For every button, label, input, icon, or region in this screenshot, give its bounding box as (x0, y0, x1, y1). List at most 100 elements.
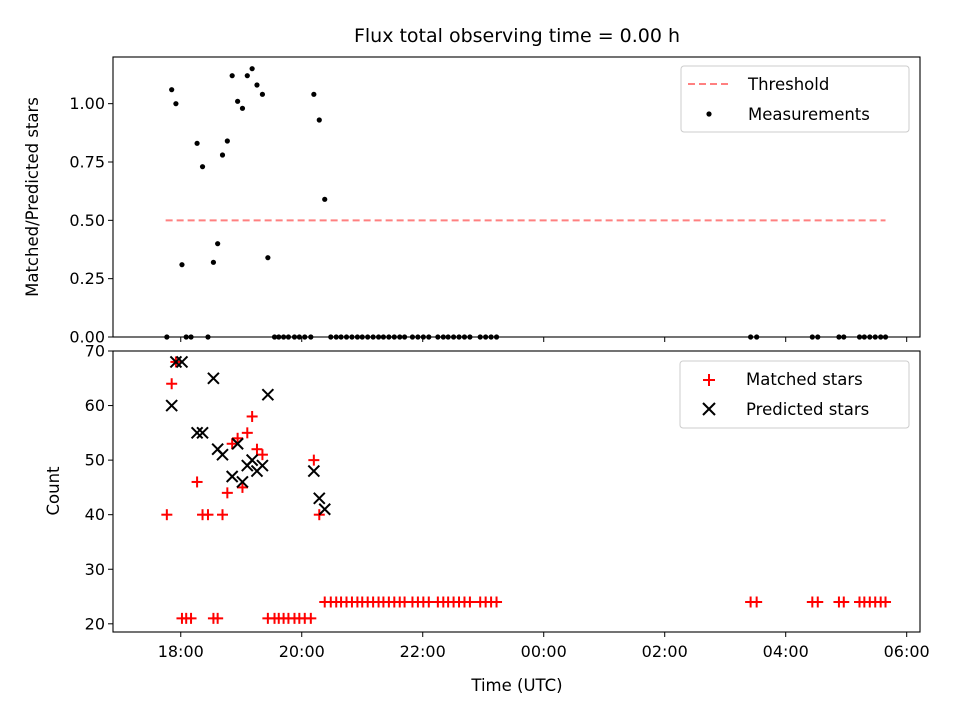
x-tick-label: 00:00 (521, 642, 567, 661)
matched-stars-point (246, 410, 258, 422)
predicted-stars-point (245, 453, 259, 467)
measurements-point (748, 334, 754, 340)
panel-count-ytick-label: 40 (85, 505, 105, 524)
measurements-point (249, 66, 255, 72)
matched-stars-point (166, 378, 178, 390)
matched-stars-point (838, 596, 850, 608)
measurements-point (205, 334, 211, 340)
measurements-point (239, 105, 246, 111)
measurements-point (375, 334, 382, 340)
predicted-stars-point (313, 492, 326, 505)
matched-stars-point (191, 476, 203, 488)
panel-count: 20 30 40 50 60 70 18:00 20:00 22:00 00:00 02:00 04:… (44, 342, 930, 696)
legend-measurements-label: Measurements (748, 105, 870, 124)
matched-stars-point (491, 596, 503, 608)
panel-count-ytick-label: 20 (85, 614, 105, 633)
panel-ratio-frame (112, 56, 921, 338)
measurements-point (316, 117, 322, 123)
measurements-point (435, 334, 441, 340)
measurements-point (815, 334, 821, 340)
measurements-point (338, 334, 344, 340)
predicted-stars-point (196, 426, 209, 440)
predicted-stars-point (207, 372, 220, 385)
measurements-point (199, 164, 206, 170)
panel-ratio-legend-box (680, 65, 910, 133)
predicted-stars-point (165, 399, 178, 412)
panel-ratio: 0.00 0.25 0.50 0.75 1.00 Matched/Predicted s… (23, 56, 921, 347)
predicted-stars-point (261, 388, 275, 401)
matched-stars-point (880, 596, 892, 608)
panel-count-ytick-label: 30 (85, 560, 105, 579)
predicted-stars-point (225, 470, 239, 483)
matched-stars-point (221, 487, 233, 499)
panel-count-ytick-label: 50 (85, 451, 105, 470)
measurements-point (426, 334, 432, 340)
measurements-point (401, 334, 408, 340)
panel-count-ytick-label: 60 (85, 396, 105, 415)
measurements-point (754, 334, 760, 340)
predicted-stars-point (231, 437, 244, 450)
measurements-point (359, 334, 365, 340)
predicted-stars-point (190, 426, 204, 440)
measurements-point (333, 334, 339, 340)
measurements-point (354, 334, 360, 340)
measurements-point (308, 334, 314, 340)
measurements-point (409, 334, 416, 340)
measurements-point (254, 82, 260, 88)
x-tick-label: 20:00 (279, 642, 325, 661)
legend-matched-label: Matched stars (746, 370, 863, 389)
measurements-point (878, 334, 884, 340)
legend-matched-swatch (703, 374, 715, 386)
measurements-point (311, 91, 317, 97)
panel-ratio-ylabel: Matched/Predicted stars (23, 97, 42, 297)
measurements-point (259, 91, 266, 97)
measurements-point (328, 334, 334, 340)
measurements-point (188, 334, 194, 340)
matched-stars-point (212, 612, 224, 624)
measurements-point (461, 334, 468, 340)
panel-count-ytick-label: 70 (85, 342, 105, 361)
matched-stars-point (202, 509, 214, 521)
measurements-point (322, 196, 328, 202)
measurements-point (349, 334, 355, 340)
matched-stars-point (751, 596, 763, 608)
measurements-point (365, 334, 371, 340)
measurements-point (445, 334, 451, 340)
measurements-point (386, 334, 392, 340)
measurements-point (415, 334, 421, 340)
predicted-stars-point (175, 355, 189, 369)
measurements-point (173, 101, 179, 107)
measurements-point (179, 262, 185, 268)
panel-ratio-ytick-label: 0.25 (69, 269, 105, 288)
measurements-point (456, 334, 462, 340)
x-tick-label: 04:00 (763, 642, 809, 661)
matched-stars-point (161, 509, 173, 521)
matched-stars-point (241, 427, 253, 439)
predicted-stars-point (307, 464, 321, 478)
measurements-point (194, 140, 200, 146)
panel-ratio-ytick-label: 0.50 (69, 211, 105, 230)
measurements-point (882, 334, 889, 340)
x-tick-label: 06:00 (884, 642, 930, 661)
measurements-point (493, 334, 500, 340)
measurements-point (856, 334, 863, 340)
matched-stars-point (216, 509, 228, 521)
measurements-point (219, 152, 226, 158)
legend-predicted-swatch (702, 402, 716, 416)
measurements-point (224, 138, 230, 144)
panel-count-legend-box (679, 360, 910, 429)
predicted-stars-point (236, 475, 249, 489)
measurements-point (302, 334, 308, 340)
measurements-point (244, 73, 250, 79)
measurements-point (370, 334, 376, 340)
measurements-point (861, 334, 867, 340)
matched-stars-point (185, 612, 197, 624)
predicted-stars-point (256, 459, 269, 472)
measurements-point (296, 334, 302, 340)
measurements-point (210, 259, 217, 265)
measurements-point (397, 334, 403, 340)
panel-ratio-ytick-label: 0.00 (69, 328, 105, 347)
panel-count-marks (161, 355, 892, 624)
legend-threshold-label: Threshold (747, 75, 829, 94)
panel-ratio-ytick-label: 1.00 (69, 94, 105, 113)
